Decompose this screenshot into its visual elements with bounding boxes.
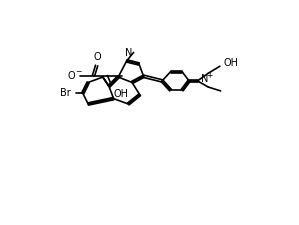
Text: −: − <box>75 67 81 76</box>
Text: +: + <box>206 71 212 80</box>
Text: OH: OH <box>114 89 129 99</box>
Text: N: N <box>201 74 208 84</box>
Text: N: N <box>124 48 132 58</box>
Text: O: O <box>94 52 101 62</box>
Text: Br: Br <box>60 88 71 98</box>
Text: OH: OH <box>224 58 239 68</box>
Text: O: O <box>68 70 75 81</box>
